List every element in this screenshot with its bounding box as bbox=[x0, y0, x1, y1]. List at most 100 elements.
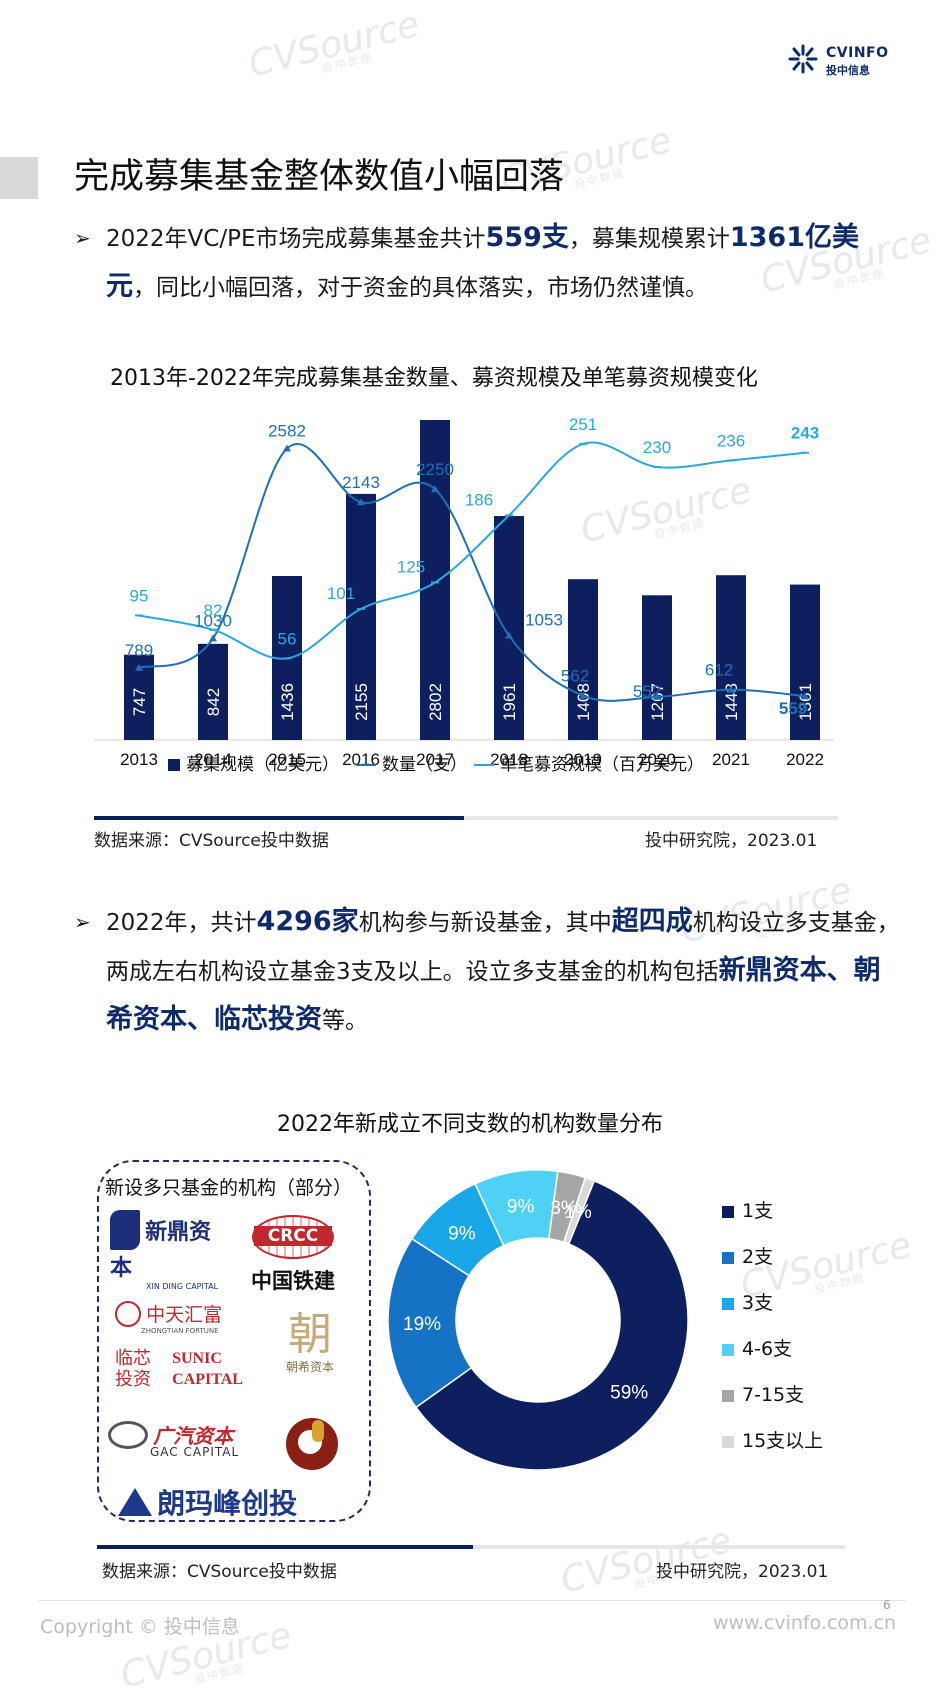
avg-size-value-label: 236 bbox=[717, 431, 745, 450]
chart2-publisher: 投中研究院，2023.01 bbox=[656, 1562, 829, 1582]
org-name: 朗玛峰创投 bbox=[157, 1487, 298, 1520]
donut-slice-2支 bbox=[387, 1237, 473, 1409]
count-point bbox=[505, 631, 513, 639]
count-value-label: 559 bbox=[779, 699, 807, 718]
x-tick-label: 2020 bbox=[638, 750, 676, 769]
title-accent-block bbox=[0, 157, 38, 199]
donut-slice-1支 bbox=[414, 1179, 689, 1471]
bullet-arrow-icon: ➢ bbox=[74, 910, 91, 934]
pie-legend-label: 15支以上 bbox=[742, 1430, 824, 1452]
watermark: CVSource 投中数据 bbox=[244, 3, 424, 86]
org-box-label: 新设多只基金的机构（部分） bbox=[105, 1177, 353, 1199]
bar-2022 bbox=[790, 584, 820, 740]
pie-legend-item: 4-6支 bbox=[722, 1334, 792, 1361]
langmafeng-mark-icon bbox=[118, 1488, 152, 1516]
avg-size-value-label: 101 bbox=[327, 584, 355, 603]
bar-value-label: 2802 bbox=[426, 683, 445, 721]
count-value-label: 552 bbox=[633, 682, 661, 701]
org-logo-mark bbox=[110, 1210, 140, 1250]
org-name: 临芯投资 bbox=[115, 1348, 151, 1390]
bar-2019 bbox=[568, 579, 598, 740]
page-number: 6 bbox=[883, 1598, 891, 1612]
pie-legend-swatch bbox=[722, 1389, 734, 1402]
fundraising-combo-chart: 747 842 1436 2155 2802 1961 1408 1267 1443 1361 20… bbox=[94, 415, 834, 775]
count-point bbox=[209, 634, 217, 642]
count-point bbox=[727, 685, 735, 693]
org-sub: SUNIC CAPITAL bbox=[172, 1350, 243, 1388]
donut-value-label: 9% bbox=[448, 1223, 476, 1244]
bar-value-label: 1267 bbox=[648, 683, 667, 721]
count-point bbox=[357, 498, 365, 506]
avg-size-value-label: 82 bbox=[204, 601, 223, 620]
chart2-source: 数据来源：CVSource投中数据 bbox=[102, 1562, 337, 1582]
chart2-title: 2022年新成立不同支数的机构数量分布 bbox=[277, 1112, 663, 1137]
cvinfo-logo: CVINFO 投中信息 bbox=[786, 42, 896, 78]
count-value-label: 2582 bbox=[268, 421, 306, 440]
x-tick-label: 2017 bbox=[416, 750, 454, 769]
page-title: 完成募集基金整体数值小幅回落 bbox=[74, 157, 565, 197]
pie-legend-label: 1支 bbox=[742, 1200, 774, 1222]
pie-legend-swatch bbox=[722, 1297, 734, 1310]
x-tick-label: 2013 bbox=[120, 750, 158, 769]
org-logo-ring-icon bbox=[286, 1418, 338, 1470]
bullet-arrow-icon: ➢ bbox=[74, 226, 91, 250]
count-point bbox=[283, 444, 291, 452]
org-name: 朝希资本 bbox=[285, 1360, 334, 1374]
summary-bullet-1: ➢ 2022年VC/PE市场完成募集基金共计559支，募集规模累计1361亿美元… bbox=[74, 214, 904, 312]
bar-value-label: 2155 bbox=[352, 683, 371, 721]
bullet-text: ，同比小幅回落，对于资金的具体落实，市场仍然谨慎。 bbox=[133, 275, 708, 301]
count-value-label: 1030 bbox=[194, 611, 232, 630]
bar-2017 bbox=[420, 420, 450, 740]
bar-2016 bbox=[346, 493, 376, 740]
highlight-share: 超四成 bbox=[611, 906, 693, 937]
bullet-text: 2022年，共计 bbox=[106, 910, 257, 936]
count-point bbox=[431, 485, 439, 493]
pie-legend-label: 3支 bbox=[742, 1292, 774, 1314]
donut-slice-15支以上 bbox=[562, 1176, 596, 1245]
bar-value-label: 1961 bbox=[500, 683, 519, 721]
donut-value-label: 1% bbox=[564, 1202, 592, 1223]
bar-value-label: 842 bbox=[204, 688, 223, 716]
gac-mark-icon bbox=[108, 1420, 148, 1449]
pie-legend-label: 4-6支 bbox=[742, 1338, 793, 1360]
count-value-label: 562 bbox=[561, 667, 589, 686]
chart1-source: 数据来源：CVSource投中数据 bbox=[94, 831, 329, 851]
count-series-line bbox=[138, 443, 806, 702]
donut-value-label: 3% bbox=[550, 1198, 578, 1219]
avg-size-value-label: 95 bbox=[130, 587, 149, 606]
chart2-divider-accent bbox=[97, 1545, 473, 1549]
logo-mark-icon bbox=[788, 44, 818, 74]
website-link[interactable]: www.cvinfo.com.cn bbox=[713, 1612, 897, 1634]
logo-text: CVINFO bbox=[826, 45, 889, 61]
x-tick-label: 2022 bbox=[786, 750, 824, 769]
count-value-label: 2250 bbox=[416, 460, 454, 479]
org-sub: CRCC bbox=[254, 1226, 332, 1246]
highlight-org-count: 4296家 bbox=[256, 906, 359, 937]
org-name: 中国铁建 bbox=[251, 1269, 335, 1293]
bullet-text: ，募集规模累计 bbox=[568, 226, 730, 252]
x-tick-label: 2019 bbox=[564, 750, 602, 769]
avg-size-value-label: 243 bbox=[791, 424, 819, 443]
bullet-text: 2022年VC/PE市场完成募集基金共计 bbox=[106, 226, 486, 252]
chart1-divider-accent bbox=[94, 816, 464, 820]
bar-value-label: 1408 bbox=[574, 683, 593, 721]
bar-2021 bbox=[716, 575, 746, 740]
pie-legend-item: 15支以上 bbox=[722, 1426, 823, 1453]
avg-size-series-line bbox=[138, 441, 806, 660]
chart1-publisher: 投中研究院，2023.01 bbox=[645, 831, 818, 851]
bar-value-label: 1361 bbox=[796, 683, 815, 721]
bar-value-label: 1443 bbox=[722, 683, 741, 721]
donut-value-label: 9% bbox=[507, 1196, 535, 1217]
legend-swatch-bar bbox=[168, 759, 180, 771]
pie-legend-item: 7-15支 bbox=[722, 1380, 804, 1407]
avg-size-value-label: 56 bbox=[278, 629, 297, 648]
bar-2014 bbox=[198, 643, 228, 740]
org-sub: XIN DING CAPITAL bbox=[146, 1282, 219, 1291]
copyright-text: Copyright © 投中信息 bbox=[40, 1616, 240, 1638]
zhaoxi-mark-icon: 朝 bbox=[288, 1309, 332, 1360]
count-point bbox=[579, 691, 587, 699]
pie-legend-item: 3支 bbox=[722, 1288, 773, 1315]
org-logo-crcc: CRCC 中国铁建 bbox=[238, 1215, 348, 1295]
bar-2020 bbox=[642, 595, 672, 740]
legend-label: 单笔募资规模（百万美元） bbox=[500, 755, 704, 775]
